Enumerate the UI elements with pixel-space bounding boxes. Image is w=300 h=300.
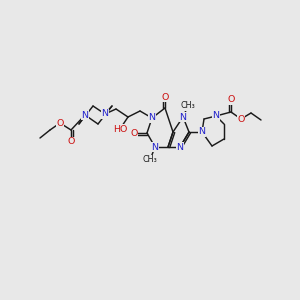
- Text: O: O: [161, 92, 169, 101]
- Text: N: N: [199, 128, 206, 136]
- Text: O: O: [227, 95, 235, 104]
- Text: O: O: [67, 137, 75, 146]
- Text: N: N: [179, 112, 187, 122]
- Text: N: N: [148, 113, 155, 122]
- Text: HO: HO: [113, 124, 127, 134]
- Text: N: N: [212, 112, 220, 121]
- Text: O: O: [130, 128, 138, 137]
- Text: CH₃: CH₃: [142, 155, 158, 164]
- Text: O: O: [56, 118, 64, 127]
- Text: N: N: [82, 110, 88, 119]
- Text: N: N: [152, 142, 158, 152]
- Text: N: N: [176, 142, 184, 152]
- Text: O: O: [237, 115, 245, 124]
- Text: CH₃: CH₃: [181, 101, 195, 110]
- Text: N: N: [101, 110, 109, 118]
